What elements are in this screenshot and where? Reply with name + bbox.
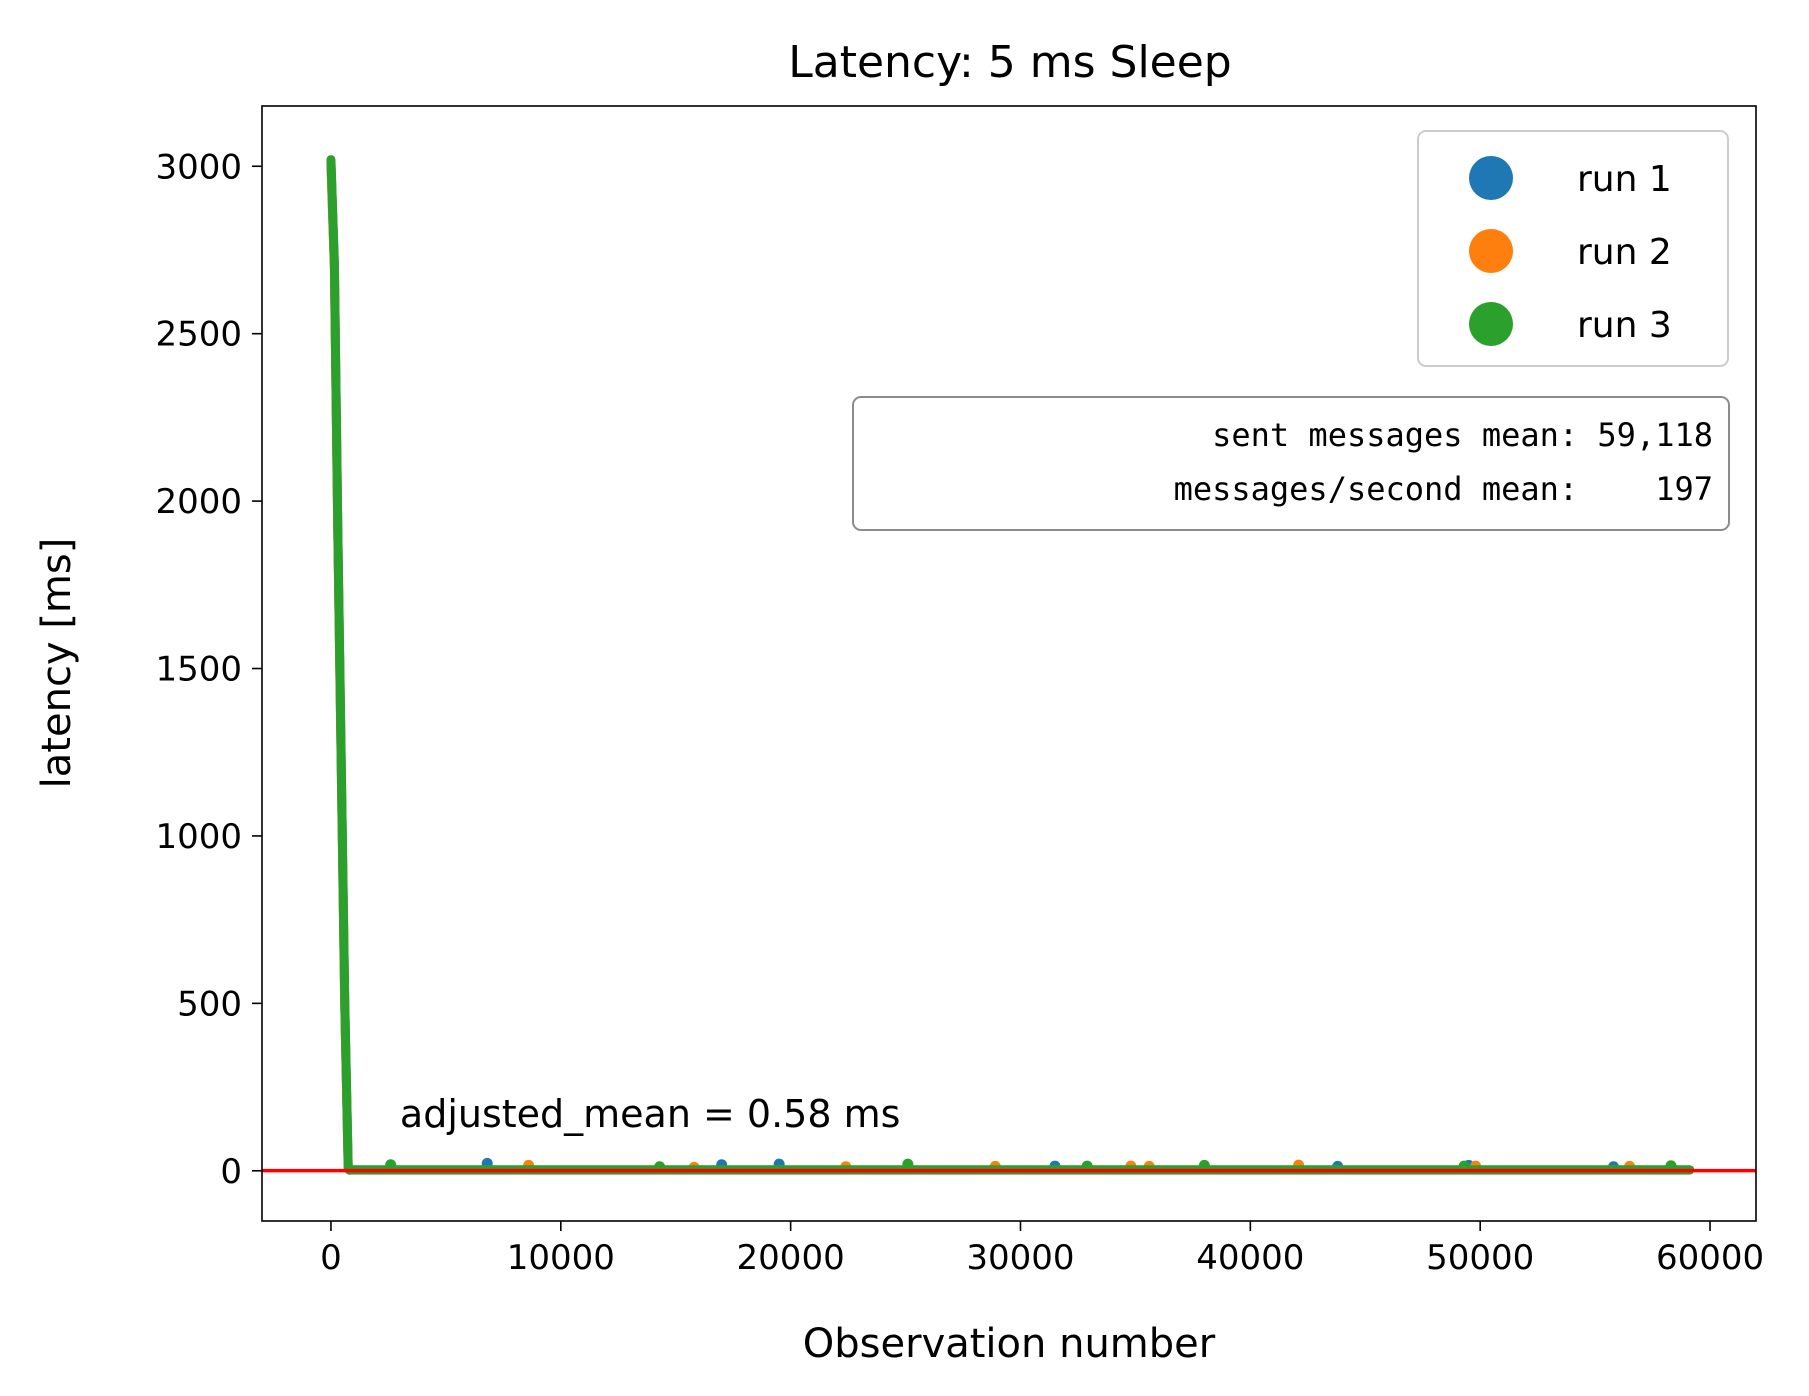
y-tick-label: 1000: [155, 817, 242, 857]
stats-line-messages-per-second: messages/second mean: 197: [1174, 470, 1713, 508]
y-axis-label: latency [ms]: [34, 538, 80, 789]
x-tick-label: 60000: [1656, 1238, 1764, 1278]
x-tick-label: 50000: [1426, 1238, 1534, 1278]
legend-marker: [1469, 302, 1513, 346]
ramp-trace: [326, 155, 354, 1175]
legend: run 1 run 2 run 3: [1417, 130, 1729, 367]
legend-frame: [1417, 130, 1729, 367]
data-point: [385, 1159, 397, 1171]
mean-annotation: adjusted_mean = 0.58 ms: [400, 1092, 901, 1136]
stats-box: sent messages mean: 59,118 messages/seco…: [852, 396, 1730, 531]
chart-title: Latency: 5 ms Sleep: [788, 37, 1232, 88]
legend-label: run 3: [1577, 305, 1672, 346]
legend-label: run 2: [1577, 232, 1672, 273]
y-tick-label: 2500: [155, 315, 242, 355]
legend-label: run 1: [1577, 159, 1672, 200]
y-tick-label: 1500: [155, 650, 242, 690]
x-tick-label: 10000: [507, 1238, 615, 1278]
x-axis: 0 10000 20000 30000 40000 50000 60000: [320, 1221, 1764, 1278]
x-axis-label: Observation number: [803, 1321, 1216, 1367]
plot-frame: [261, 105, 1757, 1222]
data-point: [1198, 1159, 1210, 1171]
stats-box-frame: [852, 396, 1730, 531]
legend-marker: [1469, 156, 1513, 200]
legend-marker: [1469, 229, 1513, 273]
x-tick-label: 30000: [966, 1238, 1074, 1278]
x-tick-label: 20000: [737, 1238, 845, 1278]
data-point: [902, 1158, 914, 1170]
stats-line-sent-messages: sent messages mean: 59,118: [1174, 416, 1713, 454]
x-tick-label: 0: [320, 1238, 342, 1278]
y-tick-label: 500: [177, 984, 242, 1024]
y-axis: 0 500 1000 1500 2000 2500 3000: [155, 147, 262, 1192]
x-tick-label: 40000: [1196, 1238, 1304, 1278]
y-tick-label: 2000: [155, 482, 242, 522]
y-tick-label: 0: [220, 1152, 242, 1192]
y-tick-label: 3000: [155, 147, 242, 187]
data-point: [1665, 1160, 1677, 1172]
plot-area: [261, 105, 1757, 1222]
